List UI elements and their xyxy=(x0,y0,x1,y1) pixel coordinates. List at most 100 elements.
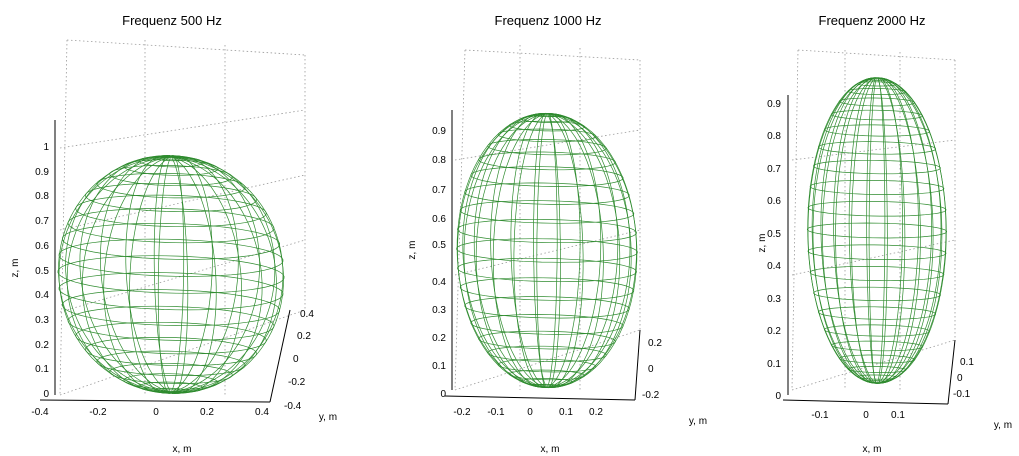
parallel-line xyxy=(138,156,204,168)
parallel-line xyxy=(96,172,246,199)
x-tick-label: 0.1 xyxy=(891,410,905,421)
chart-title: Frequenz 1000 Hz xyxy=(495,13,602,28)
z-tick-label: 0.3 xyxy=(35,315,49,326)
meridian-line xyxy=(851,77,878,384)
meridian-line xyxy=(876,77,921,384)
y-tick-label: 0 xyxy=(293,354,299,365)
meridian-line xyxy=(876,77,906,384)
parallel-line xyxy=(58,272,284,311)
meridian-line xyxy=(170,156,189,394)
z-ticks-500: 0 0.1 0.2 0.3 0.4 0.5 0.6 0.7 0.8 0.9 1 xyxy=(35,142,49,400)
wireframe-surface-1000hz xyxy=(456,112,638,389)
z-ticks-2000: 0 0.1 0.2 0.3 0.4 0.5 0.6 0.7 0.8 0.9 xyxy=(767,99,781,402)
parallel-line xyxy=(807,201,947,217)
z-tick-label: 0 xyxy=(43,389,49,400)
parallel-line xyxy=(497,358,597,373)
z-tick-label: 0.7 xyxy=(35,216,49,227)
parallel-line xyxy=(497,128,597,143)
meridian-line xyxy=(876,77,903,384)
parallel-line xyxy=(58,238,284,277)
z-axis-label: z, m xyxy=(10,259,21,278)
z-tick-label: 0.4 xyxy=(432,277,446,288)
z-tick-label: 0.2 xyxy=(432,333,446,344)
parallel-line xyxy=(813,159,941,175)
x-ticks-2000: -0.1 0 0.1 xyxy=(811,410,905,421)
chart-panel-2000hz: Frequenz 2000 Hz 0 0.1 0.2 0.3 0.4 0.5 0… xyxy=(757,13,1012,455)
z-tick-label: 0.8 xyxy=(432,155,446,166)
y-ticks-2000: 0.1 0 -0.1 xyxy=(953,357,974,400)
z-tick-label: 1 xyxy=(43,142,49,153)
z-tick-label: 0.6 xyxy=(35,241,49,252)
grid-lines xyxy=(454,45,641,391)
parallel-line xyxy=(838,354,916,364)
x-tick-label: -0.2 xyxy=(89,407,107,418)
parallel-line xyxy=(813,286,941,302)
parallel-line xyxy=(75,321,267,355)
z-tick-label: 0.2 xyxy=(767,326,781,337)
z-tick-label: 0.5 xyxy=(767,229,781,240)
y-axis-label: y, m xyxy=(319,412,337,423)
parallel-line xyxy=(487,345,607,362)
parallel-line xyxy=(464,182,630,205)
y-tick-label: -0.2 xyxy=(642,390,660,401)
parallel-line xyxy=(109,165,233,187)
y-tick-label: 0 xyxy=(648,364,654,375)
x-tick-label: 0 xyxy=(527,407,533,418)
z-tick-label: 0.9 xyxy=(35,167,49,178)
y-ticks-1000: 0.2 0 -0.2 xyxy=(642,338,662,401)
y-tick-label: -0.1 xyxy=(953,389,971,400)
meridian-line xyxy=(833,77,878,384)
y-tick-label: 0.1 xyxy=(960,357,974,368)
chart-title: Frequenz 500 Hz xyxy=(122,13,222,28)
parallel-line xyxy=(838,97,916,107)
parallel-line xyxy=(809,266,945,282)
axis-lines xyxy=(444,110,641,401)
parallel-line xyxy=(807,244,947,260)
parallel-line xyxy=(459,277,635,301)
parallel-line xyxy=(487,139,607,156)
z-tick-label: 0.3 xyxy=(432,305,446,316)
z-tick-label: 0 xyxy=(440,389,446,400)
z-axis-label: z, m xyxy=(407,241,418,260)
x-axis-label: x, m xyxy=(863,444,882,455)
parallel-line xyxy=(154,387,188,394)
meridian-line xyxy=(848,77,878,384)
wireframe-surface-2000hz xyxy=(806,77,948,384)
parallel-line xyxy=(831,109,923,121)
parallel-line xyxy=(123,159,219,176)
x-tick-label: 0.4 xyxy=(255,407,269,418)
x-ticks-1000: -0.2 -0.1 0 0.1 0.2 xyxy=(453,407,603,418)
z-tick-label: 0.2 xyxy=(35,340,49,351)
z-tick-label: 0.7 xyxy=(767,164,781,175)
z-tick-label: 0.4 xyxy=(767,261,781,272)
z-axis-label: z, m xyxy=(757,234,768,253)
parallel-line xyxy=(85,336,257,367)
y-ticks-500: 0.4 0.2 0 -0.2 -0.4 xyxy=(284,309,314,412)
parallel-line xyxy=(509,369,585,381)
parallel-line xyxy=(62,222,280,260)
parallel-line xyxy=(533,113,561,118)
x-tick-label: -0.2 xyxy=(453,407,471,418)
y-tick-label: -0.4 xyxy=(284,401,302,412)
z-tick-label: 0.4 xyxy=(35,290,49,301)
x-tick-label: 0.1 xyxy=(559,407,573,418)
y-axis-label: y, m xyxy=(994,420,1012,431)
parallel-line xyxy=(809,179,945,195)
z-tick-label: 0.9 xyxy=(432,126,446,137)
z-tick-label: 0.1 xyxy=(767,359,781,370)
parallel-line xyxy=(478,330,616,350)
x-tick-label: -0.1 xyxy=(811,410,829,421)
parallel-line xyxy=(138,381,204,393)
meridian-line xyxy=(65,156,172,393)
parallel-line xyxy=(457,218,637,244)
z-tick-label: 0.9 xyxy=(767,99,781,110)
x-tick-label: 0.2 xyxy=(589,407,603,418)
parallel-line xyxy=(478,151,616,171)
z-ticks-1000: 0 0.1 0.2 0.3 0.4 0.5 0.6 0.7 0.8 0.9 xyxy=(432,126,446,400)
parallel-line xyxy=(154,155,188,162)
parallel-line xyxy=(509,120,585,132)
parallel-line xyxy=(459,200,635,224)
z-tick-label: 0.7 xyxy=(432,185,446,196)
chart-title: Frequenz 2000 Hz xyxy=(819,13,926,28)
